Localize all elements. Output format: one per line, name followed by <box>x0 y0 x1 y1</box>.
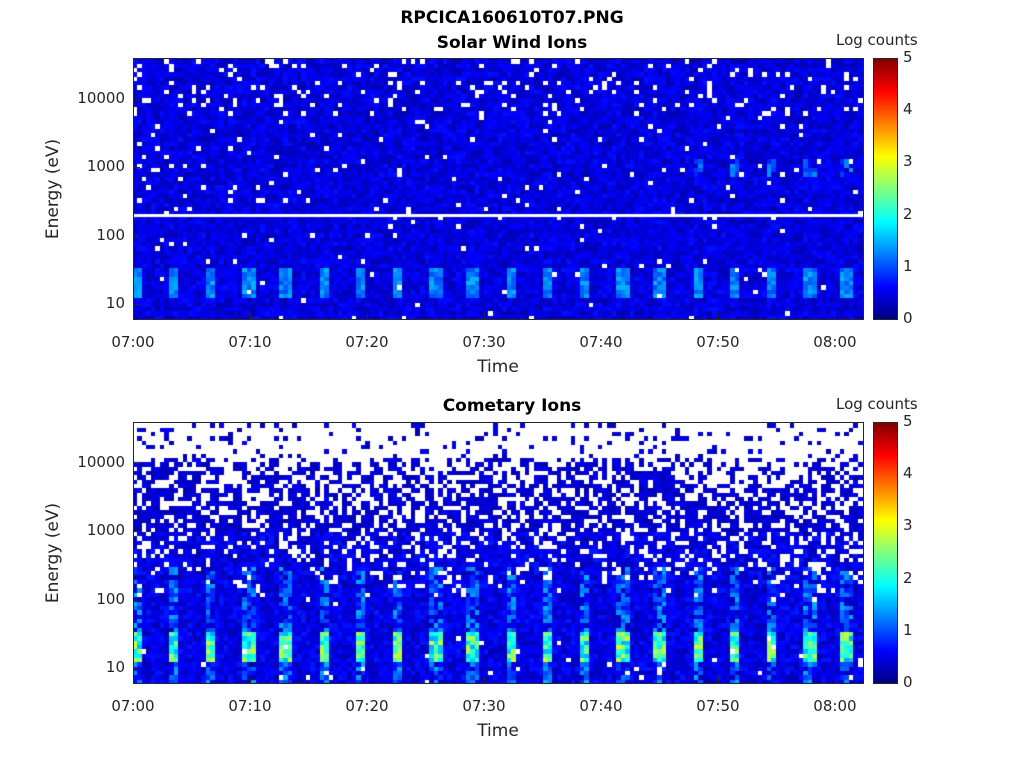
x-tick-mark <box>133 313 134 319</box>
y-tick-mark <box>133 167 140 169</box>
x-tick-label: 07:30 <box>462 333 506 351</box>
colorbar <box>873 422 897 683</box>
x-tick-label: 08:00 <box>813 697 857 715</box>
x-tick-label: 07:20 <box>345 697 389 715</box>
colorbar-tick-label: 4 <box>903 100 913 119</box>
y-axis-label: Energy (eV) <box>43 502 63 603</box>
colorbar-tick-label: 5 <box>903 412 913 430</box>
y-tick-label: 100 <box>96 225 125 244</box>
x-tick-mark <box>133 677 134 683</box>
spectrogram-heatmap <box>133 422 863 683</box>
y-tick-label: 1000 <box>86 521 125 540</box>
y-tick-mark <box>133 599 140 601</box>
y-tick-mark <box>133 303 140 305</box>
x-tick-mark <box>366 677 368 683</box>
panel-title: Cometary Ions <box>442 396 582 416</box>
colorbar-label: Log counts <box>836 31 918 49</box>
x-tick-label: 07:00 <box>111 697 155 715</box>
colorbar-tick-label: 4 <box>903 464 913 483</box>
colorbar <box>873 58 897 319</box>
y-tick-mark <box>133 99 140 101</box>
y-tick-label: 1000 <box>86 157 125 176</box>
x-tick-mark <box>249 313 251 319</box>
x-tick-mark <box>717 677 719 683</box>
x-tick-label: 07:10 <box>228 697 272 715</box>
colorbar-tick-label: 0 <box>903 673 913 691</box>
x-tick-label: 07:50 <box>696 333 740 351</box>
x-tick-mark <box>717 313 719 319</box>
spectrogram-heatmap <box>133 58 863 319</box>
y-tick-mark <box>133 667 140 669</box>
colorbar-tick-label: 1 <box>903 256 913 275</box>
x-tick-mark <box>249 677 251 683</box>
x-tick-label: 07:00 <box>111 333 155 351</box>
x-tick-label: 07:30 <box>462 697 506 715</box>
y-tick-label: 10 <box>105 293 125 312</box>
figure-title: RPCICA160610T07.PNG <box>400 8 624 28</box>
colorbar-label: Log counts <box>836 395 918 413</box>
x-axis-label: Time <box>477 721 519 741</box>
x-tick-label: 07:10 <box>228 333 272 351</box>
x-tick-mark <box>600 313 602 319</box>
y-tick-label: 10000 <box>77 89 125 108</box>
y-tick-mark <box>133 235 140 237</box>
x-tick-label: 07:50 <box>696 697 740 715</box>
y-axis-label: Energy (eV) <box>43 138 63 239</box>
x-tick-mark <box>834 677 836 683</box>
x-tick-mark <box>483 313 485 319</box>
y-tick-label: 100 <box>96 589 125 608</box>
x-tick-mark <box>483 677 485 683</box>
colorbar-tick-label: 2 <box>903 568 913 587</box>
x-tick-label: 07:40 <box>579 697 623 715</box>
x-tick-label: 07:20 <box>345 333 389 351</box>
x-tick-label: 08:00 <box>813 333 857 351</box>
colorbar-tick-label: 5 <box>903 48 913 66</box>
colorbar-tick-label: 3 <box>903 516 913 535</box>
colorbar-tick-label: 0 <box>903 309 913 327</box>
colorbar-tick-label: 2 <box>903 204 913 223</box>
x-tick-mark <box>366 313 368 319</box>
colorbar-tick-label: 1 <box>903 620 913 639</box>
x-tick-mark <box>834 313 836 319</box>
colorbar-tick-label: 3 <box>903 152 913 171</box>
y-tick-mark <box>133 463 140 465</box>
x-tick-mark <box>600 677 602 683</box>
y-tick-label: 10000 <box>77 453 125 472</box>
x-axis-label: Time <box>477 357 519 377</box>
y-tick-mark <box>133 531 140 533</box>
y-tick-label: 10 <box>105 657 125 676</box>
x-tick-label: 07:40 <box>579 333 623 351</box>
panel-title: Solar Wind Ions <box>436 33 588 53</box>
